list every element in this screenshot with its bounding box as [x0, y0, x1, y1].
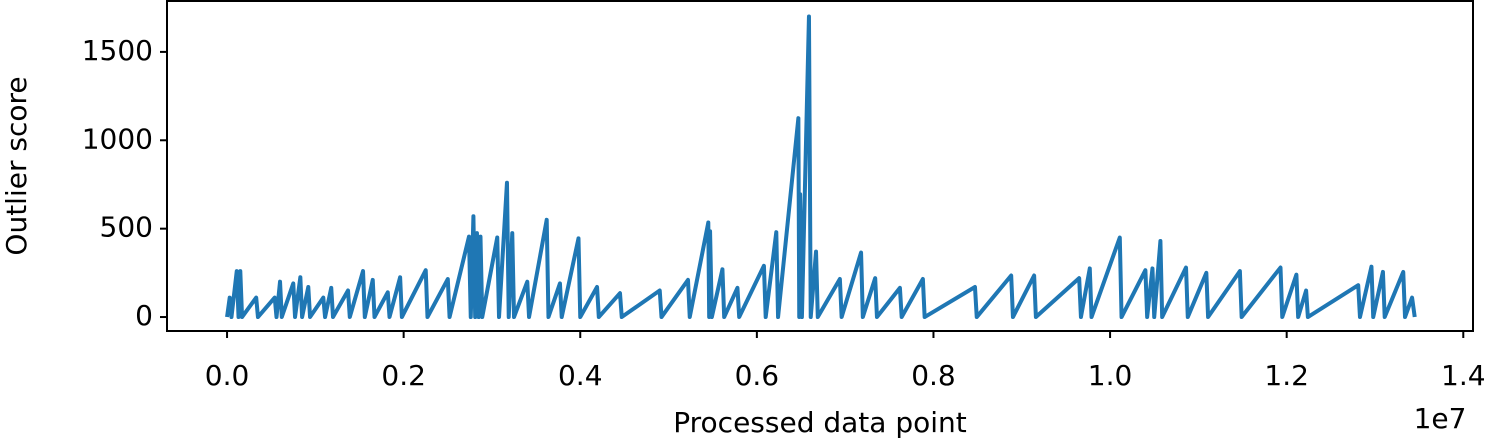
- y-tick-label: 0: [135, 299, 153, 332]
- data-line: [225, 14, 1417, 320]
- x-tick-label: 0.6: [735, 359, 780, 392]
- x-tick-label: 1.4: [1441, 359, 1486, 392]
- y-tick-label: 1500: [82, 34, 153, 67]
- x-tick-label: 0.0: [205, 359, 250, 392]
- y-axis-label: Outlier score: [0, 76, 33, 255]
- plot-frame: [166, 0, 1474, 332]
- x-offset-label: 1e7: [1414, 402, 1467, 435]
- x-axis-label: Processed data point: [673, 406, 967, 439]
- y-tick-label: 500: [100, 211, 153, 244]
- x-tick-label: 0.2: [381, 359, 426, 392]
- x-tick-label: 0.4: [558, 359, 603, 392]
- x-tick-label: 1.2: [1264, 359, 1309, 392]
- x-tick-label: 1.0: [1088, 359, 1133, 392]
- x-tick-label: 0.8: [911, 359, 956, 392]
- y-tick-label: 1000: [82, 122, 153, 155]
